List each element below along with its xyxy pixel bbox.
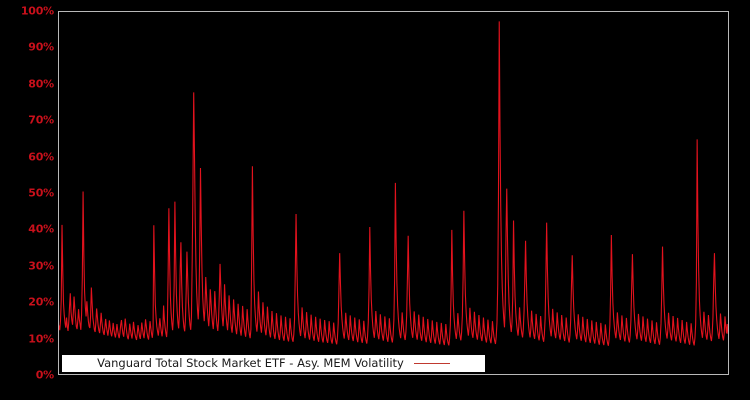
- y-tick-label: 20%: [28, 295, 54, 309]
- y-tick-label: 30%: [28, 259, 54, 273]
- plot-area: [58, 11, 729, 375]
- legend-line-icon: [413, 363, 450, 364]
- y-tick-label: 50%: [28, 186, 54, 200]
- series-line-vanguard-asy-mem-volatility: [59, 12, 728, 374]
- y-tick-label: 0%: [35, 368, 54, 382]
- y-tick-label: 90%: [28, 40, 54, 54]
- y-tick-label: 80%: [28, 77, 54, 91]
- y-tick-label: 70%: [28, 113, 54, 127]
- legend: Vanguard Total Stock Market ETF - Asy. M…: [62, 355, 485, 372]
- y-tick-label: 60%: [28, 150, 54, 164]
- y-tick-label: 10%: [28, 332, 54, 346]
- y-axis: 0% 10% 20% 30% 40% 50% 60% 70% 80% 90% 100%: [0, 0, 54, 400]
- y-tick-label: 100%: [20, 4, 54, 18]
- y-tick-label: 40%: [28, 222, 54, 236]
- legend-item-label: Vanguard Total Stock Market ETF - Asy. M…: [97, 356, 404, 370]
